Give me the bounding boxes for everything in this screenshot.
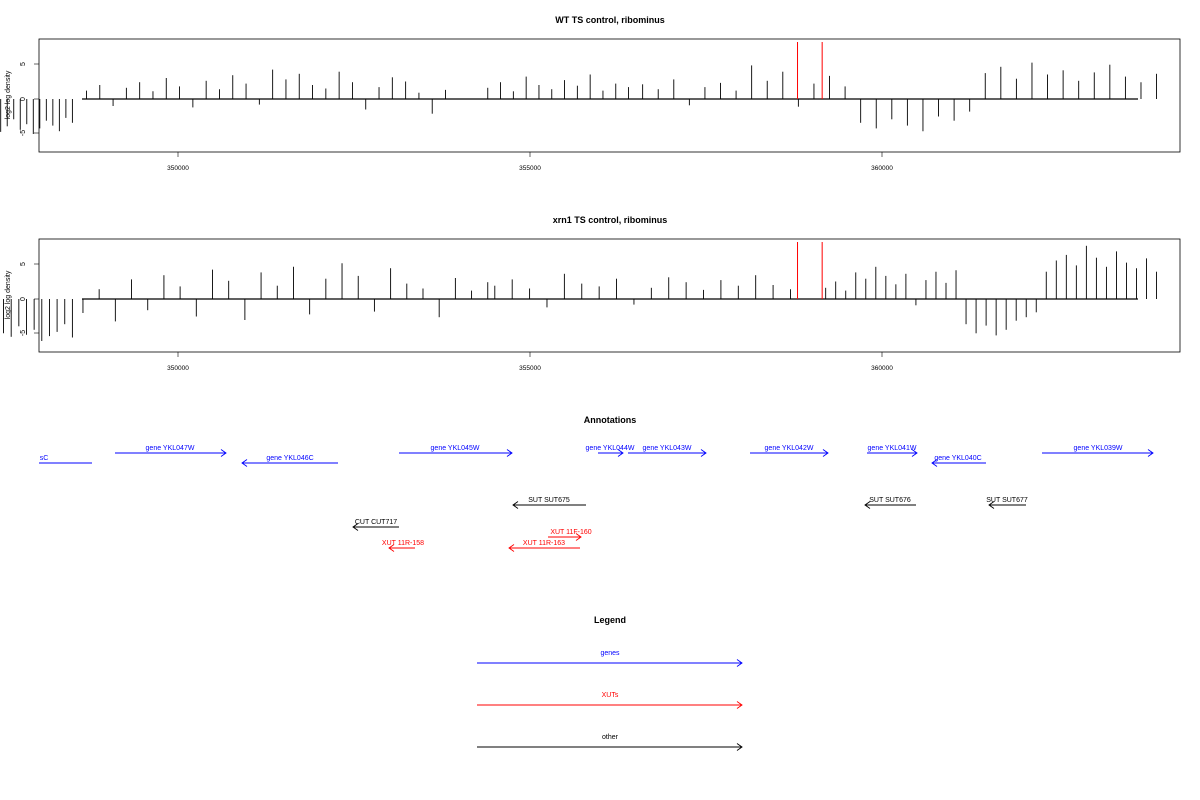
annotation-gene-ykl045w: gene YKL045W <box>399 445 513 457</box>
annotation-xut-11r-158: XUT 11R-158 <box>382 540 424 552</box>
annotations-section: Annotations sC gene YKL047W gene YKL046C ge… <box>39 415 1154 552</box>
legend-entry-xuts: XUTs <box>477 692 743 709</box>
panel-xrn1-highlights <box>797 242 823 299</box>
annotation-sut-sut677: SUT SUT677 <box>986 497 1028 509</box>
panel-xrn1-ylabel: log2 log density <box>5 270 12 319</box>
annotation-gene-ykl042w: gene YKL042W <box>750 445 829 457</box>
annotation-sut-sut676: SUT SUT676 <box>864 497 916 509</box>
annotation-xut-11r-163: XUT 11R-163 <box>508 540 580 552</box>
panel-xrn1-bars <box>3 245 1158 341</box>
panel-wt-title: WT TS control, ribominus <box>555 15 665 25</box>
annotation-xut-11f-160: XUT 11F-160 <box>548 529 592 541</box>
annotation-label: sC <box>40 455 49 462</box>
annotation-gene-ykl044w: gene YKL044W <box>586 445 635 457</box>
annotation-label: gene YKL044W <box>586 445 635 452</box>
panel-xrn1-xtick-350000: 350000 <box>167 365 189 372</box>
panel-wt: WT TS control, ribominus log2 log densit… <box>0 15 1181 172</box>
panel-wt-yaxis: 5 0 -5 <box>20 62 39 136</box>
annotation-gene-ykl039w: gene YKL039W <box>1042 445 1154 457</box>
panel-wt-xtick-360000: 360000 <box>871 165 893 172</box>
panel-wt-xaxis: 350000 355000 360000 <box>167 152 893 172</box>
panel-xrn1-xtick-360000: 360000 <box>871 365 893 372</box>
legend-label: XUTs <box>602 692 619 699</box>
panel-wt-ylabel: log2 log density <box>5 70 12 119</box>
annotation-label: gene YKL042W <box>765 445 814 452</box>
panel-xrn1-xtick-355000: 355000 <box>519 365 541 372</box>
panel-wt-bars <box>0 62 1158 134</box>
annotation-tracks: sC gene YKL047W gene YKL046C gene YKL045W ge… <box>39 445 1154 552</box>
annotation-sc: sC <box>39 455 92 464</box>
panel-wt-xtick-355000: 355000 <box>519 165 541 172</box>
annotation-sut-sut675: SUT SUT675 <box>512 497 586 509</box>
legend-title: Legend <box>594 615 626 625</box>
annotation-label: gene YKL046C <box>266 455 313 462</box>
annotation-label: gene YKL040C <box>934 455 981 462</box>
annotation-label: gene YKL043W <box>643 445 692 452</box>
legend-label: other <box>602 734 619 741</box>
annotation-label: SUT SUT676 <box>869 497 911 504</box>
annotation-label: gene YKL041W <box>868 445 917 452</box>
annotation-label: gene YKL039W <box>1074 445 1123 452</box>
annotation-gene-ykl040c: gene YKL040C <box>931 455 986 467</box>
annotation-cut-cut717: CUT CUT717 <box>352 519 399 531</box>
annotations-title: Annotations <box>584 415 637 425</box>
panel-wt-frame <box>38 38 1181 153</box>
panel-xrn1-xaxis: 350000 355000 360000 <box>167 352 893 372</box>
legend-label: genes <box>600 650 620 657</box>
panel-wt-xtick-350000: 350000 <box>167 165 189 172</box>
panel-wt-highlights <box>797 42 823 99</box>
annotation-label: XUT 11F-160 <box>550 529 591 536</box>
panel-xrn1-title: xrn1 TS control, ribominus <box>553 215 668 225</box>
annotation-gene-ykl041w: gene YKL041W <box>867 445 918 457</box>
panel-wt-ytick-neg5: -5 <box>20 130 27 136</box>
panel-wt-ytick-5: 5 <box>20 62 27 66</box>
legend-section: Legend genes XUTs other <box>477 615 743 751</box>
annotation-label: gene YKL045W <box>431 445 480 452</box>
annotation-label: SUT SUT677 <box>986 497 1028 504</box>
panel-xrn1-yaxis: 5 0 -5 <box>20 262 39 336</box>
panel-xrn1-ytick-5: 5 <box>20 262 27 266</box>
panel-xrn1-ytick-neg5: -5 <box>20 330 27 336</box>
legend-entry-other: other <box>477 734 743 751</box>
annotation-label: XUT 11R-158 <box>382 540 424 547</box>
legend-entry-genes: genes <box>477 650 743 667</box>
annotation-gene-ykl043w: gene YKL043W <box>628 445 707 457</box>
annotation-label: XUT 11R-163 <box>523 540 565 547</box>
annotation-gene-ykl047w: gene YKL047W <box>115 445 227 457</box>
annotation-label: SUT SUT675 <box>528 497 570 504</box>
annotation-label: CUT CUT717 <box>355 519 397 526</box>
panel-xrn1-frame <box>38 238 1181 353</box>
legend-entries: genes XUTs other <box>477 650 743 751</box>
annotation-label: gene YKL047W <box>146 445 195 452</box>
annotation-gene-ykl046c: gene YKL046C <box>241 455 338 467</box>
panel-xrn1-ytick-0: 0 <box>20 297 27 301</box>
panel-wt-ytick-0: 0 <box>20 97 27 101</box>
panel-xrn1: xrn1 TS control, ribominus log2 log dens… <box>3 215 1181 372</box>
